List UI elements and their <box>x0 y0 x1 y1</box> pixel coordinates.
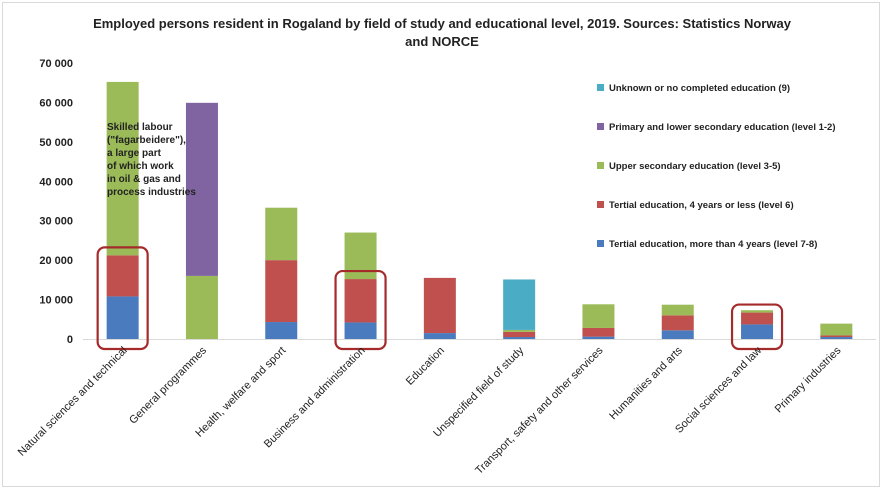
bar-segment <box>503 279 536 330</box>
y-tick-label: 10 000 <box>39 295 73 307</box>
legend-swatch <box>597 201 604 208</box>
annotation-line: ("fagarbeidere"), <box>107 135 186 146</box>
bar-segment <box>582 327 615 337</box>
y-tick-label: 30 000 <box>39 216 73 228</box>
bar-segment <box>344 279 377 323</box>
annotation: Skilled labour ("fagarbeidere"), a large p… <box>107 122 196 198</box>
bar-segment <box>503 331 536 338</box>
bar-segment <box>741 310 774 313</box>
x-tick-label: Unspecified field of study <box>431 344 526 439</box>
x-tick-label: Humanities and arts <box>607 344 685 422</box>
annotation-line: of which work <box>107 161 174 172</box>
legend-label: Tertial education, more than 4 years (le… <box>609 239 817 250</box>
bar-segment <box>265 322 298 339</box>
legend-swatch <box>597 162 604 169</box>
bar-segment <box>265 260 298 323</box>
legend-swatch <box>597 240 604 247</box>
bar-segment <box>582 336 615 339</box>
x-tick-label: Health, welfare and sport <box>193 345 288 440</box>
bar-segment <box>503 337 536 339</box>
bar-segment <box>661 330 694 339</box>
chart-title-line-2: and NORCE <box>405 34 479 49</box>
bar-segment <box>661 304 694 316</box>
annotation-line: in oil & gas and <box>107 174 181 185</box>
bar-segment <box>423 333 456 339</box>
legend-label: Unknown or no completed education (9) <box>609 83 790 94</box>
legend-label: Tertial education, 4 years or less (leve… <box>609 200 794 211</box>
bar-segment <box>185 102 218 276</box>
bar-segment <box>106 81 139 256</box>
x-tick-label: Social sciences and law <box>673 345 764 436</box>
bar-segment <box>820 323 853 336</box>
bar-segment <box>820 337 853 339</box>
bar-segment <box>503 329 536 332</box>
x-tick-label: Primary industries <box>773 344 844 415</box>
bar-segment <box>185 275 218 339</box>
y-tick-label: 20 000 <box>39 255 73 267</box>
x-tick-label: Natural sciences and technical <box>16 345 130 459</box>
legend-swatch <box>597 84 604 91</box>
bar-segment <box>741 312 774 325</box>
bar-segment <box>106 255 139 297</box>
legend-label: Primary and lower secondary education (l… <box>609 122 836 133</box>
bar-segment <box>423 277 456 334</box>
y-tick-label: 40 000 <box>39 176 73 188</box>
annotation-line: a large part <box>107 148 162 159</box>
annotation-line: process industries <box>107 187 196 198</box>
bar-segment <box>582 304 615 328</box>
legend: Unknown or no completed education (9) Pri… <box>597 83 836 250</box>
bar-segment <box>344 322 377 339</box>
bar-segment <box>661 315 694 331</box>
x-tick-label: Transport, safety and other services <box>473 344 606 477</box>
legend-label: Upper secondary education (level 3-5) <box>609 161 781 172</box>
y-tick-label: 50 000 <box>39 137 73 149</box>
bar-segment <box>820 335 853 338</box>
bar-segment <box>741 324 774 339</box>
chart-title-line-1: Employed persons resident in Rogaland by… <box>93 16 792 31</box>
highlight-box <box>334 269 387 351</box>
x-tick-label: Education <box>404 345 447 388</box>
highlight-box <box>730 303 784 351</box>
bar-segment <box>106 296 139 339</box>
y-tick-label: 70 000 <box>39 58 73 70</box>
plot-area: 0 10 000 20 000 30 000 40 000 50 000 60 000 70 … <box>16 58 876 477</box>
annotation-line: Skilled labour <box>107 122 173 133</box>
stacked-bar-chart: Employed persons resident in Rogaland by… <box>16 16 876 477</box>
legend-swatch <box>597 123 604 130</box>
y-tick-label: 60 000 <box>39 97 73 109</box>
highlight-box <box>96 246 149 351</box>
bar-segment <box>265 207 298 261</box>
x-tick-label: General programmes <box>127 344 209 426</box>
y-tick-label: 0 <box>67 334 73 346</box>
